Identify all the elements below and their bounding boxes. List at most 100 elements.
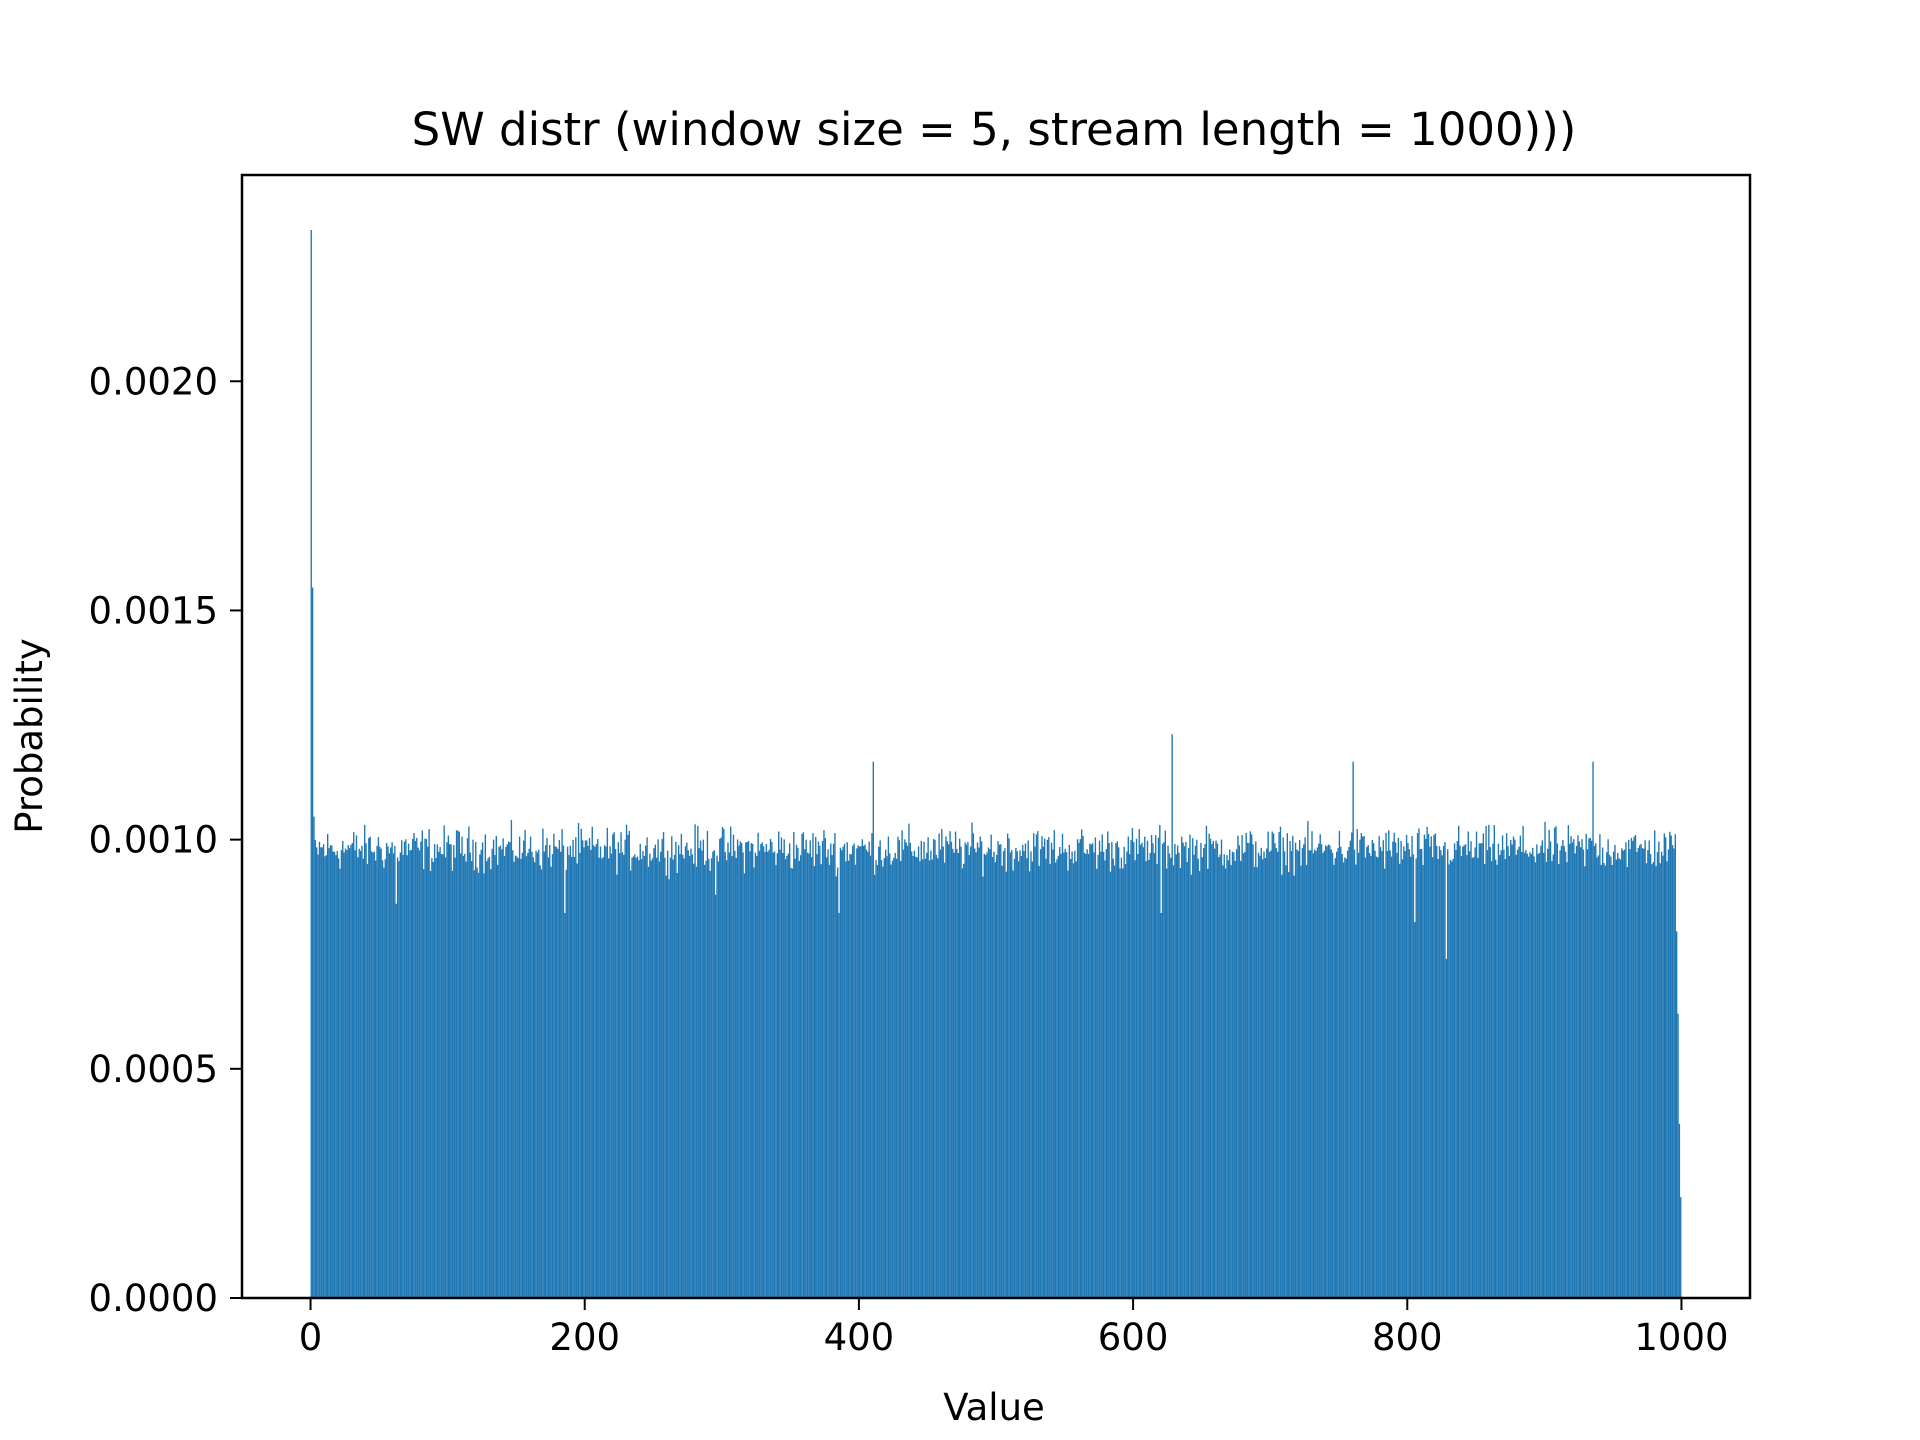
- histogram-bar: [1608, 854, 1611, 1298]
- histogram-bar: [1229, 849, 1231, 1298]
- histogram-bar: [1466, 855, 1468, 1298]
- histogram-bar: [1505, 833, 1508, 1298]
- histogram-bar: [958, 838, 961, 1298]
- histogram-bar: [987, 847, 990, 1298]
- histogram-bar: [908, 823, 910, 1298]
- histogram-bar: [878, 846, 880, 1298]
- histogram-bar: [476, 867, 478, 1298]
- histogram-bar: [682, 854, 684, 1298]
- histogram-bar: [917, 846, 920, 1298]
- histogram-bar: [1196, 839, 1198, 1298]
- histogram-bar: [687, 850, 689, 1298]
- histogram-bar: [1408, 849, 1411, 1298]
- histogram-bar: [778, 831, 780, 1298]
- histogram-bar: [1283, 851, 1286, 1298]
- histogram-bar: [974, 848, 976, 1298]
- histogram-bar: [569, 845, 572, 1298]
- histogram-bar: [697, 825, 699, 1298]
- histogram-bar: [1379, 847, 1382, 1298]
- histogram-bar: [1190, 874, 1193, 1298]
- histogram-bar: [1319, 834, 1321, 1298]
- histogram-bar: [1102, 851, 1105, 1298]
- histogram-bar: [1042, 846, 1044, 1298]
- histogram-bar: [1574, 853, 1576, 1298]
- histogram-bar: [577, 823, 580, 1298]
- histogram-bar: [592, 845, 595, 1298]
- histogram-bar: [1458, 825, 1460, 1298]
- histogram-bar: [1474, 847, 1476, 1298]
- histogram-bar: [1167, 845, 1169, 1298]
- histogram-bar: [369, 836, 371, 1298]
- histogram-bar: [1207, 868, 1209, 1298]
- histogram-bar: [1357, 852, 1360, 1298]
- histogram-bar: [1655, 866, 1657, 1298]
- histogram-bar: [503, 855, 506, 1298]
- histogram-bar: [1307, 821, 1309, 1298]
- histogram-bar: [1255, 841, 1257, 1298]
- histogram-bar: [466, 838, 469, 1298]
- histogram-bar: [1612, 851, 1615, 1298]
- histogram-bar: [1285, 865, 1287, 1298]
- histogram-bar: [1445, 958, 1448, 1298]
- histogram-bar: [645, 845, 647, 1298]
- histogram-bar: [487, 858, 489, 1298]
- histogram-bar: [1656, 852, 1659, 1298]
- histogram-bar: [1597, 855, 1600, 1298]
- histogram-bar: [1496, 864, 1498, 1298]
- histogram-bar: [1223, 854, 1225, 1298]
- histogram-bar: [358, 848, 360, 1298]
- histogram-bar: [668, 879, 670, 1298]
- histogram-bar: [333, 851, 336, 1298]
- histogram-bar: [991, 856, 994, 1298]
- histogram-bar: [1563, 846, 1565, 1298]
- histogram-bar: [1553, 827, 1556, 1298]
- histogram-bar: [857, 845, 859, 1298]
- histogram-bar: [1595, 843, 1597, 1298]
- histogram-bar: [1097, 854, 1099, 1298]
- histogram-bar: [1019, 850, 1021, 1298]
- histogram-bar: [768, 849, 770, 1298]
- histogram-bar: [1475, 831, 1478, 1298]
- histogram-bar: [1224, 868, 1227, 1298]
- histogram-bar: [1589, 837, 1591, 1298]
- histogram-bar: [1277, 851, 1279, 1298]
- histogram-bar: [599, 846, 602, 1298]
- histogram-bar: [672, 859, 674, 1298]
- histogram-bar: [1126, 851, 1128, 1298]
- histogram-bar: [1275, 847, 1278, 1298]
- histogram-bar: [1043, 838, 1046, 1298]
- histogram-bar: [634, 854, 636, 1298]
- histogram-bar: [1093, 852, 1095, 1298]
- histogram-bar: [435, 857, 437, 1298]
- histogram-bar: [608, 858, 610, 1298]
- histogram-bar: [941, 828, 943, 1298]
- histogram-bar: [797, 847, 799, 1298]
- histogram-bar: [1301, 847, 1304, 1298]
- histogram-bar: [1008, 838, 1010, 1298]
- histogram-bar: [1394, 842, 1397, 1298]
- histogram-bar: [631, 857, 633, 1298]
- histogram-bar: [942, 846, 944, 1298]
- histogram-bar: [758, 850, 761, 1298]
- histogram-bar: [1333, 864, 1335, 1298]
- histogram-bar: [1315, 851, 1317, 1298]
- histogram-bar: [640, 859, 643, 1298]
- histogram-bar: [1271, 831, 1273, 1298]
- histogram-bar: [1660, 851, 1663, 1298]
- histogram-bar: [1138, 829, 1140, 1298]
- histogram-bar: [967, 841, 969, 1298]
- histogram-bar: [784, 859, 787, 1298]
- histogram-bar: [1359, 839, 1361, 1298]
- histogram-bar: [1314, 849, 1316, 1298]
- histogram-bar: [1381, 851, 1383, 1298]
- histogram-bar: [690, 848, 692, 1298]
- histogram-bar: [850, 854, 853, 1298]
- histogram-bar: [573, 856, 576, 1298]
- histogram-bar: [1242, 853, 1245, 1298]
- histogram-bar: [1218, 857, 1220, 1298]
- histogram-bar: [975, 852, 977, 1298]
- histogram-bar: [891, 860, 894, 1298]
- histogram-bar: [754, 852, 757, 1298]
- histogram-bar: [804, 849, 806, 1298]
- histogram-bar: [1108, 843, 1110, 1298]
